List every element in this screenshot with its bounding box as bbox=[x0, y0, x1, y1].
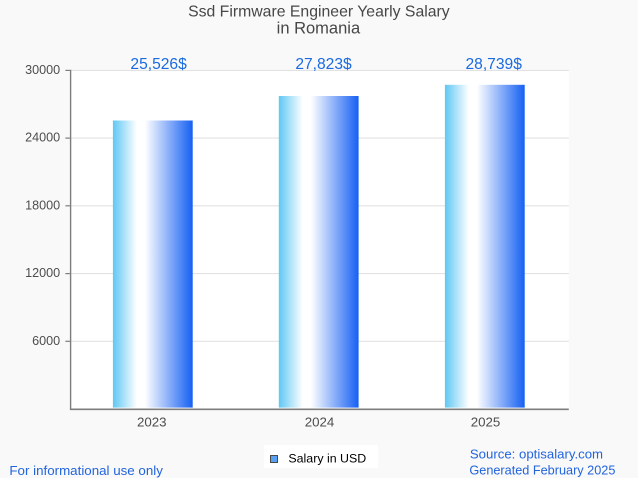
svg-text:18000: 18000 bbox=[25, 198, 60, 212]
svg-text:6000: 6000 bbox=[32, 334, 60, 348]
svg-text:2024: 2024 bbox=[305, 414, 335, 429]
svg-text:2023: 2023 bbox=[137, 414, 167, 429]
svg-text:Source: optisalary.com: Source: optisalary.com bbox=[470, 446, 603, 461]
svg-text:12000: 12000 bbox=[25, 266, 60, 280]
svg-text:Salary in USD: Salary in USD bbox=[288, 451, 366, 465]
svg-text:27,823$: 27,823$ bbox=[295, 56, 352, 73]
svg-text:in Romania: in Romania bbox=[277, 20, 361, 38]
svg-text:24000: 24000 bbox=[25, 131, 60, 145]
svg-text:For informational use only: For informational use only bbox=[9, 463, 163, 478]
svg-text:28,739$: 28,739$ bbox=[466, 56, 523, 73]
svg-text:2025: 2025 bbox=[471, 414, 501, 429]
svg-text:30000: 30000 bbox=[25, 63, 60, 77]
svg-text:Ssd Firmware Engineer Yearly S: Ssd Firmware Engineer Yearly Salary bbox=[188, 4, 450, 21]
svg-text:25,526$: 25,526$ bbox=[130, 56, 187, 73]
svg-text:Generated February 2025: Generated February 2025 bbox=[469, 463, 615, 477]
